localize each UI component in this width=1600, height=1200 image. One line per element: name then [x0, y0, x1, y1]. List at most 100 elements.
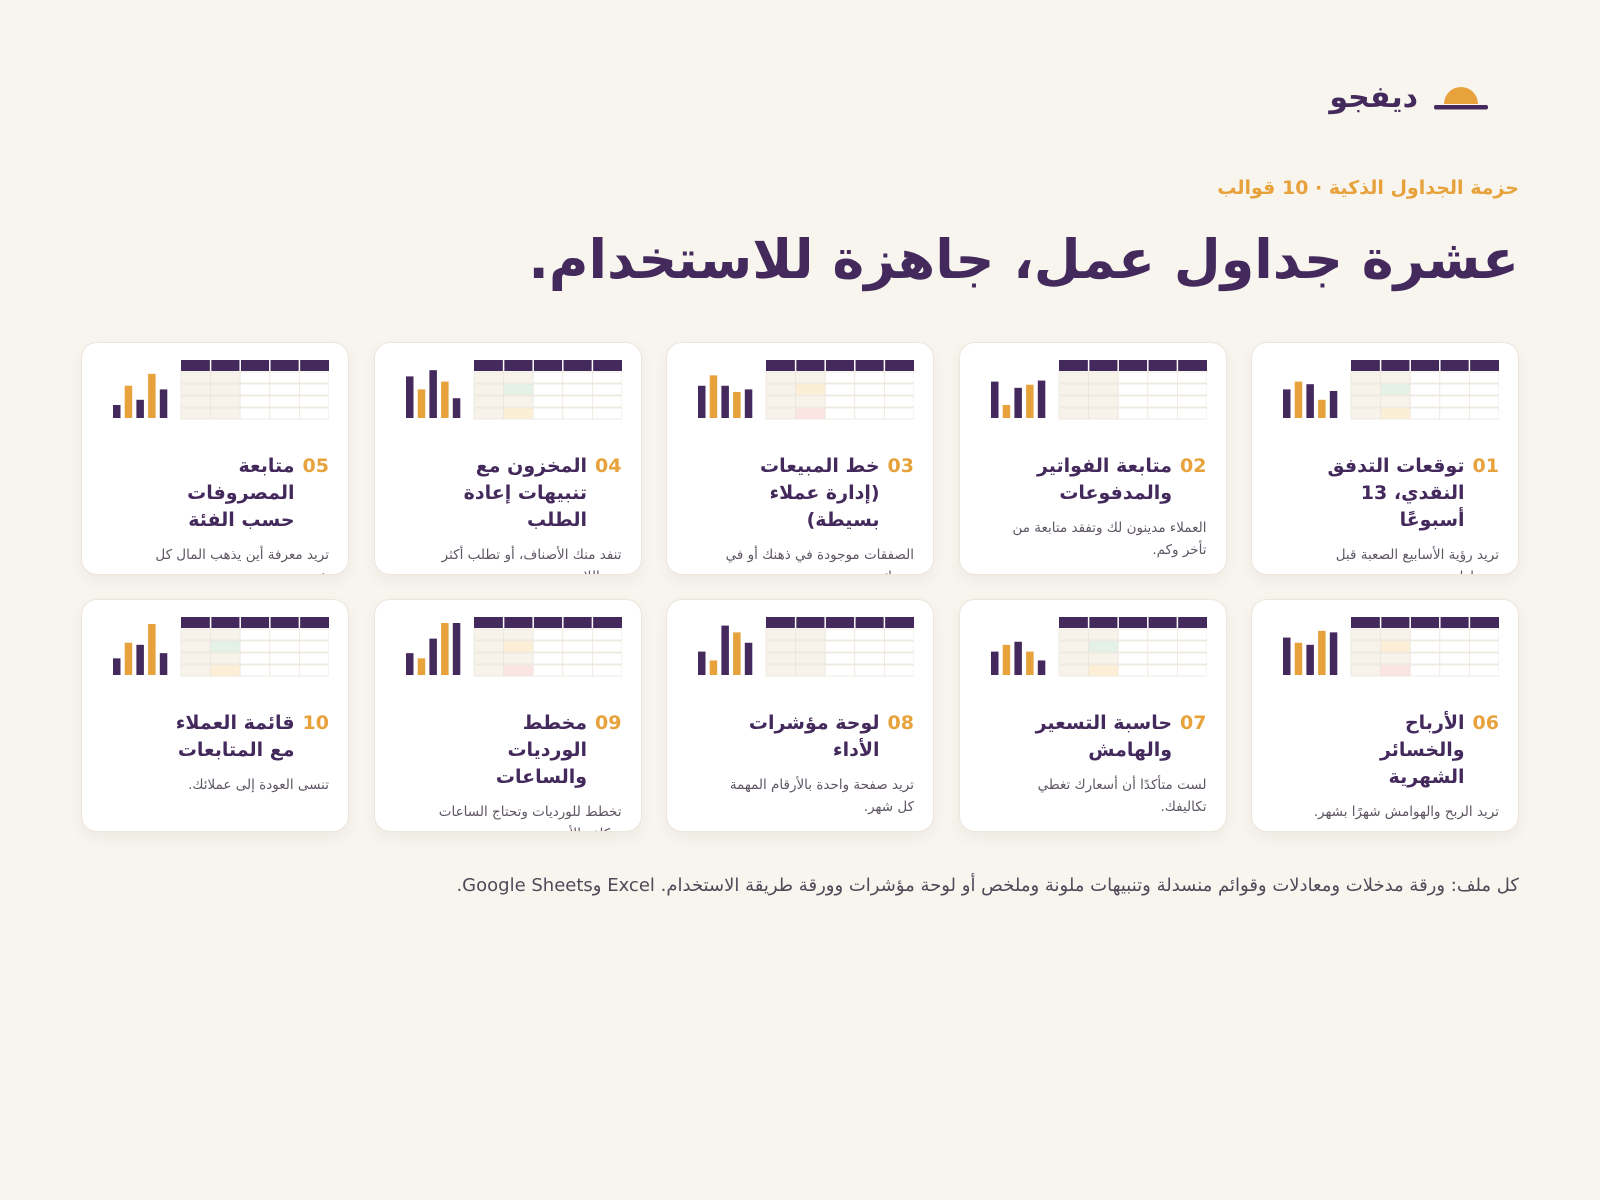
thumb-bar — [440, 381, 449, 418]
thumb-cell — [883, 628, 914, 641]
thumb-cell — [1439, 628, 1470, 641]
thumb-cell — [561, 652, 593, 665]
thumb-cell — [1439, 640, 1470, 653]
thumb-cell — [1058, 407, 1089, 420]
thumb-bar — [744, 389, 753, 418]
template-card[interactable]: 04 المخزون مع تنبيهات إعادة الطلب تنفد م… — [373, 342, 642, 575]
card-title: 01 توقعات التدفق النقدي، 13 أسبوعًا — [1271, 453, 1499, 534]
card-description: تخطط للورديات وتحتاج الساعات وتكلفة الأج… — [438, 804, 622, 831]
thumb-cell — [795, 628, 826, 641]
card-number: 03 — [887, 455, 914, 477]
thumb-cell — [591, 652, 622, 665]
thumb-cell — [1058, 664, 1089, 677]
thumb-cell — [239, 652, 271, 665]
thumb-bar — [1318, 630, 1326, 675]
thumb-bar — [733, 392, 741, 418]
thumb-cell — [298, 395, 329, 408]
thumb-bar — [990, 381, 998, 418]
thumb-cell — [1468, 640, 1499, 653]
thumb-header-row — [1351, 360, 1499, 371]
brand[interactable]: ديفجو — [1329, 82, 1488, 114]
template-card[interactable]: 01 توقعات التدفق النقدي، 13 أسبوعًا تريد… — [1251, 342, 1519, 575]
thumb-cell — [502, 664, 534, 677]
thumb-cell — [298, 652, 329, 665]
thumb-header-row — [766, 360, 914, 371]
template-card[interactable]: 09 مخطط الورديات والساعات تخطط للورديات … — [373, 599, 642, 832]
thumb-cell — [1176, 371, 1207, 384]
thumb-cell — [1058, 383, 1089, 396]
thumb-cell — [824, 383, 856, 396]
template-card[interactable]: 10 قائمة العملاء مع المتابعات تنسى العود… — [81, 599, 349, 832]
thumb-cell — [239, 371, 271, 384]
card-number: 06 — [1472, 712, 1499, 734]
thumb-cell — [883, 395, 914, 408]
template-card[interactable]: 02 متابعة الفواتير والمدفوعات العملاء مد… — [958, 342, 1227, 575]
thumb-bar — [1318, 399, 1326, 418]
template-card[interactable]: 05 متابعة المصروفات حسب الفئة تريد معرفة… — [81, 342, 349, 575]
thumb-cell — [210, 371, 241, 384]
template-card[interactable]: 06 الأرباح والخسائر الشهرية تريد الربح و… — [1251, 599, 1519, 832]
thumb-cell — [883, 383, 914, 396]
thumb-bar — [1294, 381, 1303, 418]
thumb-cell — [473, 664, 504, 677]
card-name: توقعات التدفق النقدي، 13 أسبوعًا — [1327, 455, 1465, 531]
thumb-cell — [1176, 407, 1207, 420]
spreadsheet-thumbnail-svg — [698, 360, 914, 420]
thumb-cell — [1468, 664, 1499, 677]
thumb-cell — [1117, 664, 1148, 677]
thumb-cell — [561, 664, 593, 677]
card-name: متابعة المصروفات حسب الفئة — [187, 455, 295, 531]
thumb-header-row — [1058, 360, 1207, 371]
template-card[interactable]: 03 خط المبيعات (إدارة عملاء بسيطة) الصفق… — [666, 342, 934, 575]
thumb-cell — [210, 664, 241, 677]
thumb-cell — [1350, 628, 1382, 641]
thumb-cell — [269, 407, 300, 420]
template-card[interactable]: 08 لوحة مؤشرات الأداء تريد صفحة واحدة با… — [666, 599, 934, 832]
spreadsheet-thumbnail-svg — [1283, 617, 1499, 677]
thumb-cell — [180, 664, 212, 677]
thumb-bar — [124, 385, 133, 418]
thumb-cell — [1117, 407, 1148, 420]
thumb-cell — [210, 383, 241, 396]
thumb-cell — [1439, 652, 1470, 665]
thumb-cell — [269, 371, 300, 384]
thumb-bar — [113, 658, 121, 675]
card-number: 10 — [302, 712, 329, 734]
thumb-bar — [733, 632, 741, 675]
thumb-cell — [239, 640, 271, 653]
card-title: 10 قائمة العملاء مع المتابعات — [101, 710, 329, 764]
spreadsheet-thumbnail-svg — [113, 360, 329, 420]
spreadsheet-thumbnail-svg — [990, 360, 1207, 420]
thumb-cell — [824, 664, 856, 677]
spreadsheet-thumbnail — [1269, 617, 1499, 677]
thumb-cell — [1176, 664, 1207, 677]
thumb-cell — [591, 628, 622, 641]
thumb-bar — [1002, 405, 1010, 418]
thumb-cell — [883, 371, 914, 384]
thumb-cell — [502, 395, 534, 408]
card-name: حاسبة التسعير والهامش — [1035, 712, 1173, 761]
card-number: 08 — [887, 712, 914, 734]
card-number: 02 — [1180, 455, 1207, 477]
thumb-cell — [1409, 395, 1441, 408]
thumb-cell — [824, 395, 856, 408]
thumb-cell — [532, 371, 563, 384]
thumb-cell — [1117, 652, 1148, 665]
card-number: 07 — [1180, 712, 1207, 734]
thumb-cell — [795, 383, 826, 396]
thumb-cell — [1117, 383, 1148, 396]
thumb-cell — [1087, 407, 1119, 420]
thumb-cell — [269, 640, 300, 653]
thumb-bar — [709, 660, 718, 675]
thumb-cell — [1146, 640, 1178, 653]
thumb-cell — [591, 371, 622, 384]
spreadsheet-thumbnail — [1269, 360, 1499, 420]
thumb-cell — [210, 652, 241, 665]
thumb-bar — [136, 644, 144, 675]
thumb-cell — [1176, 383, 1207, 396]
template-card[interactable]: 07 حاسبة التسعير والهامش لست متأكدًا أن … — [958, 599, 1227, 832]
thumb-cell — [1468, 383, 1499, 396]
thumb-cell — [1350, 407, 1382, 420]
thumb-bar — [709, 375, 718, 418]
